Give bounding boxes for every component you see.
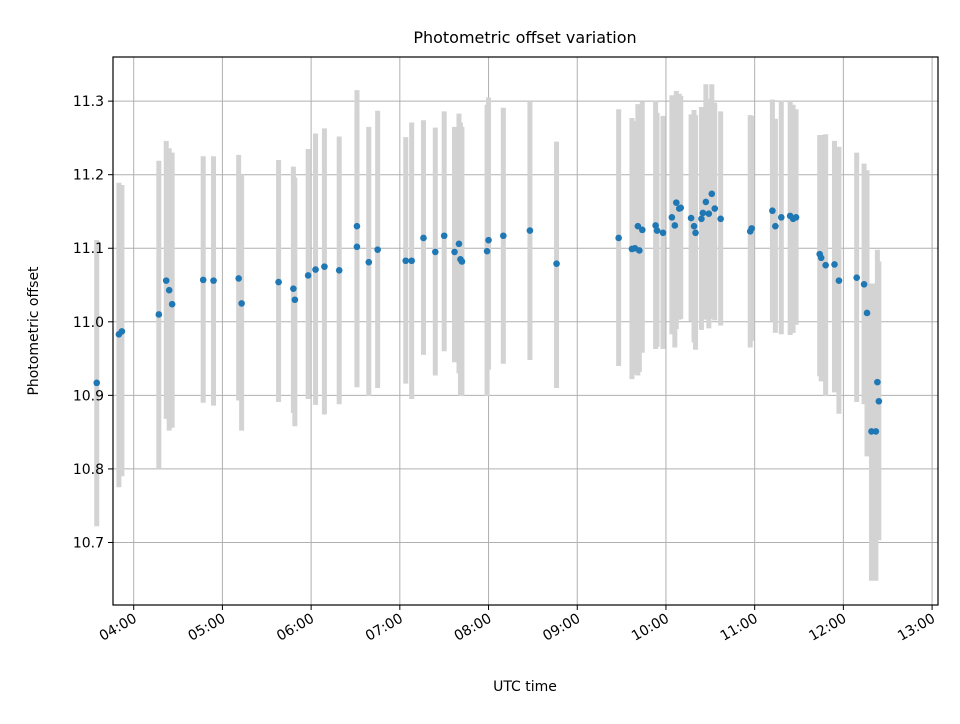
data-point — [692, 229, 699, 237]
data-point — [408, 257, 415, 265]
data-point — [374, 246, 381, 254]
data-point — [853, 274, 860, 281]
data-point — [162, 277, 170, 284]
data-point — [639, 226, 646, 234]
x-tick-label: 08:00 — [452, 611, 495, 645]
data-point — [673, 199, 680, 206]
y-tick-label: 11.2 — [73, 168, 104, 184]
data-point — [290, 285, 297, 293]
data-point — [451, 248, 458, 256]
data-point — [698, 215, 705, 223]
data-point — [652, 222, 659, 229]
data-point — [458, 258, 466, 265]
data-point — [485, 236, 492, 244]
data-point — [817, 254, 825, 262]
data-point — [677, 204, 685, 212]
chart-title: Photometric offset variation — [413, 28, 636, 47]
data-point — [748, 225, 756, 232]
data-point — [155, 311, 163, 318]
data-point — [668, 214, 676, 221]
data-point — [653, 227, 661, 234]
data-point — [874, 378, 881, 386]
x-axis-label: UTC time — [493, 679, 557, 695]
data-point — [238, 300, 245, 307]
data-point — [634, 222, 642, 230]
y-tick-label: 10.7 — [73, 535, 104, 551]
data-point — [353, 222, 361, 230]
data-point — [711, 205, 719, 212]
data-point — [772, 222, 779, 230]
y-tick-label: 11.3 — [73, 94, 104, 110]
data-point — [335, 267, 343, 274]
data-point — [831, 261, 838, 268]
data-point — [717, 215, 724, 223]
y-tick-label: 11.1 — [73, 241, 104, 257]
data-point — [353, 243, 361, 251]
data-point — [699, 209, 707, 217]
data-point — [321, 263, 328, 270]
data-point — [792, 214, 800, 221]
data-point — [690, 222, 698, 230]
data-point — [705, 210, 713, 217]
x-axis-ticks: 04:00 05:00 06:00 07:00 08:00 09:00 10:00 11:00… — [97, 605, 938, 645]
data-point — [769, 207, 776, 215]
data-point — [210, 277, 217, 284]
data-point — [275, 278, 282, 286]
data-point — [165, 286, 173, 294]
data-point — [304, 272, 312, 279]
data-point — [875, 397, 883, 405]
x-tick-label: 06:00 — [274, 611, 317, 645]
plot-frame — [112, 56, 939, 606]
data-point — [199, 276, 207, 284]
x-tick-label: 05:00 — [185, 611, 228, 645]
data-point — [168, 300, 176, 308]
data-point — [420, 234, 427, 242]
y-tick-label: 10.8 — [73, 462, 104, 478]
data-point — [777, 214, 785, 221]
errorbar-layer — [94, 84, 882, 581]
data-point — [863, 309, 871, 317]
y-tick-label: 10.9 — [73, 388, 104, 404]
x-tick-label: 13:00 — [895, 611, 938, 645]
point-layer — [93, 190, 883, 435]
data-point — [860, 280, 868, 288]
data-point — [455, 240, 463, 248]
data-point — [500, 232, 507, 240]
data-point — [687, 214, 695, 222]
data-point — [93, 379, 101, 387]
x-tick-label: 11:00 — [718, 611, 761, 645]
x-tick-label: 09:00 — [540, 611, 583, 645]
data-point — [432, 248, 439, 256]
data-point — [702, 198, 710, 206]
data-point — [365, 258, 373, 266]
data-point — [872, 428, 880, 435]
data-point — [822, 261, 829, 269]
data-point — [483, 247, 491, 255]
data-point — [835, 277, 843, 284]
data-point — [615, 234, 622, 242]
data-point — [553, 260, 560, 267]
data-point — [235, 275, 242, 282]
data-point — [291, 296, 299, 304]
data-point — [708, 190, 716, 198]
data-point — [440, 232, 448, 240]
x-tick-label: 04:00 — [97, 611, 140, 645]
x-tick-label: 12:00 — [806, 611, 849, 645]
grid-layer — [113, 57, 938, 605]
data-point — [402, 257, 410, 265]
data-point — [312, 266, 319, 273]
x-tick-label: 10:00 — [629, 611, 672, 645]
data-point — [659, 229, 667, 237]
y-axis-label: Photometric offset — [26, 266, 42, 396]
data-point — [118, 328, 126, 335]
data-point — [671, 222, 679, 229]
x-tick-label: 07:00 — [363, 611, 406, 645]
y-tick-label: 11.0 — [73, 315, 104, 331]
data-point — [636, 247, 643, 254]
y-axis-ticks: 10.7 10.8 10.9 11.0 11.1 11.2 11.3 — [73, 94, 113, 551]
data-point — [526, 227, 534, 234]
